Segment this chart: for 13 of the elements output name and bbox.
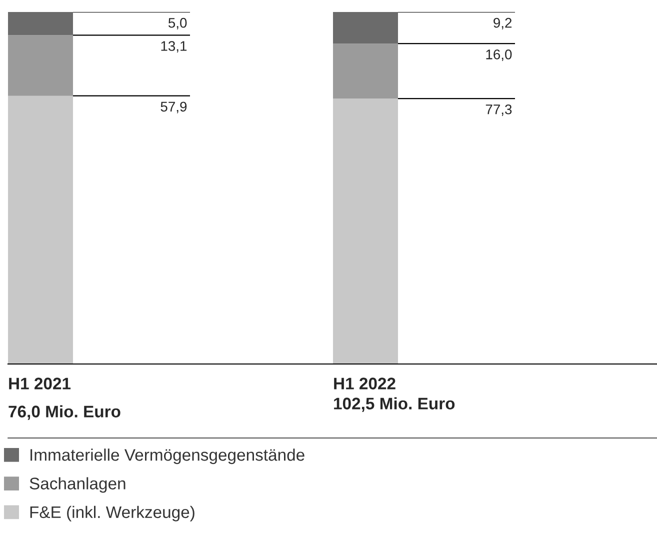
data-label: 9,2 <box>494 18 512 30</box>
data-label: 57,9 <box>160 102 187 114</box>
data-label: 5,0 <box>168 18 187 30</box>
legend-label: F&E (inkl. Werkzeuge) <box>30 506 194 522</box>
data-label: 13,1 <box>161 41 187 53</box>
legend-label: Sachanlagen <box>30 477 126 493</box>
data-label: 16,0 <box>486 50 512 61</box>
data-label: 77,3 <box>486 104 512 116</box>
x-tick-label: H1 2021 <box>9 378 71 390</box>
x-tick-label: H1 2022 <box>334 378 396 390</box>
legend-label: Immaterielle Vermögensgegenstände <box>30 448 304 464</box>
total-label: 76,0 Mio. Euro <box>8 405 120 420</box>
total-label: 102,5 Mio. Euro <box>334 397 455 412</box>
